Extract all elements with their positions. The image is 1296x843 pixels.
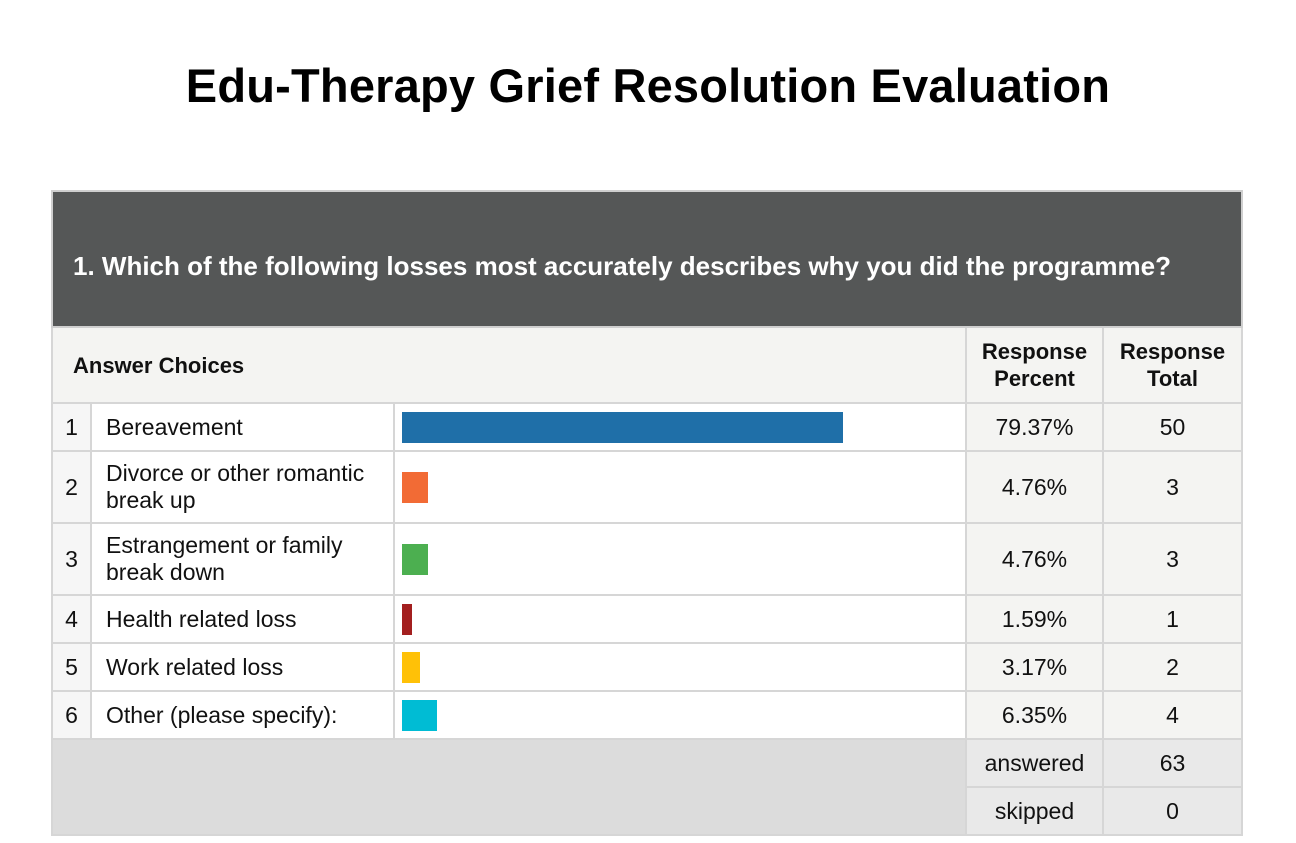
answered-value: 63 — [1101, 738, 1244, 788]
question-header-row: 1. Which of the following losses most ac… — [50, 190, 1244, 328]
summary-blank-area — [51, 738, 967, 836]
answer-choice-label: Work related loss — [90, 642, 395, 692]
answer-choices-header: Answer Choices — [51, 326, 967, 404]
answer-choice-label: Estrangement or family break down — [90, 522, 395, 596]
response-bar — [402, 699, 437, 731]
response-percent: 3.17% — [965, 642, 1104, 692]
response-percent: 6.35% — [965, 690, 1104, 740]
table-row: 4 Health related loss 1.59% 1 — [51, 594, 1244, 644]
answer-choice-label: Divorce or other romantic break up — [90, 450, 395, 524]
skipped-value: 0 — [1101, 786, 1244, 836]
response-percent-header: Response Percent — [965, 326, 1104, 404]
table-row: 2 Divorce or other romantic break up 4.76%… — [51, 450, 1244, 524]
column-header-row: Answer Choices Response Percent Response… — [51, 326, 1244, 404]
row-number: 1 — [51, 402, 92, 452]
row-number: 5 — [51, 642, 92, 692]
answered-label: answered — [965, 738, 1104, 788]
bar-cell — [393, 522, 967, 596]
response-total: 3 — [1101, 522, 1244, 596]
response-total: 3 — [1101, 450, 1244, 524]
response-percent: 4.76% — [965, 450, 1104, 524]
response-bar — [402, 603, 412, 635]
bar-cell — [393, 594, 967, 644]
answer-choice-label: Bereavement — [90, 402, 395, 452]
response-total: 1 — [1101, 594, 1244, 644]
response-bar — [402, 411, 843, 443]
answered-row: answered 63 — [51, 738, 1244, 836]
row-number: 4 — [51, 594, 92, 644]
table-row: 3 Estrangement or family break down 4.76% 3 — [51, 522, 1244, 596]
response-bar — [402, 651, 420, 683]
row-number: 2 — [51, 450, 92, 524]
result-rows: 1 Bereavement 79.37% 50 2 Divorce or other ro… — [51, 402, 1244, 740]
response-total-header: Response Total — [1101, 326, 1244, 404]
table-row: 1 Bereavement 79.37% 50 — [51, 402, 1244, 452]
skipped-row: skipped 0 — [52, 786, 1244, 836]
table-row: 5 Work related loss 3.17% 2 — [51, 642, 1244, 692]
row-number: 3 — [51, 522, 92, 596]
bar-cell — [393, 690, 967, 740]
response-percent: 4.76% — [965, 522, 1104, 596]
response-total: 4 — [1101, 690, 1244, 740]
response-total: 50 — [1101, 402, 1244, 452]
response-total: 2 — [1101, 642, 1244, 692]
bar-cell — [393, 642, 967, 692]
row-number: 6 — [51, 690, 92, 740]
response-percent: 79.37% — [965, 402, 1104, 452]
survey-results-table: 1. Which of the following losses most ac… — [50, 190, 1244, 836]
answer-choice-label: Health related loss — [90, 594, 395, 644]
response-bar — [402, 543, 428, 575]
question-text: 1. Which of the following losses most ac… — [50, 190, 1244, 328]
bar-cell — [393, 450, 967, 524]
table-row: 6 Other (please specify): 6.35% 4 — [51, 690, 1244, 740]
response-bar — [402, 471, 428, 503]
skipped-label: skipped — [965, 786, 1104, 836]
page-title: Edu-Therapy Grief Resolution Evaluation — [185, 59, 1111, 112]
bar-cell — [393, 402, 967, 452]
answer-choice-label: Other (please specify): — [90, 690, 395, 740]
response-percent: 1.59% — [965, 594, 1104, 644]
